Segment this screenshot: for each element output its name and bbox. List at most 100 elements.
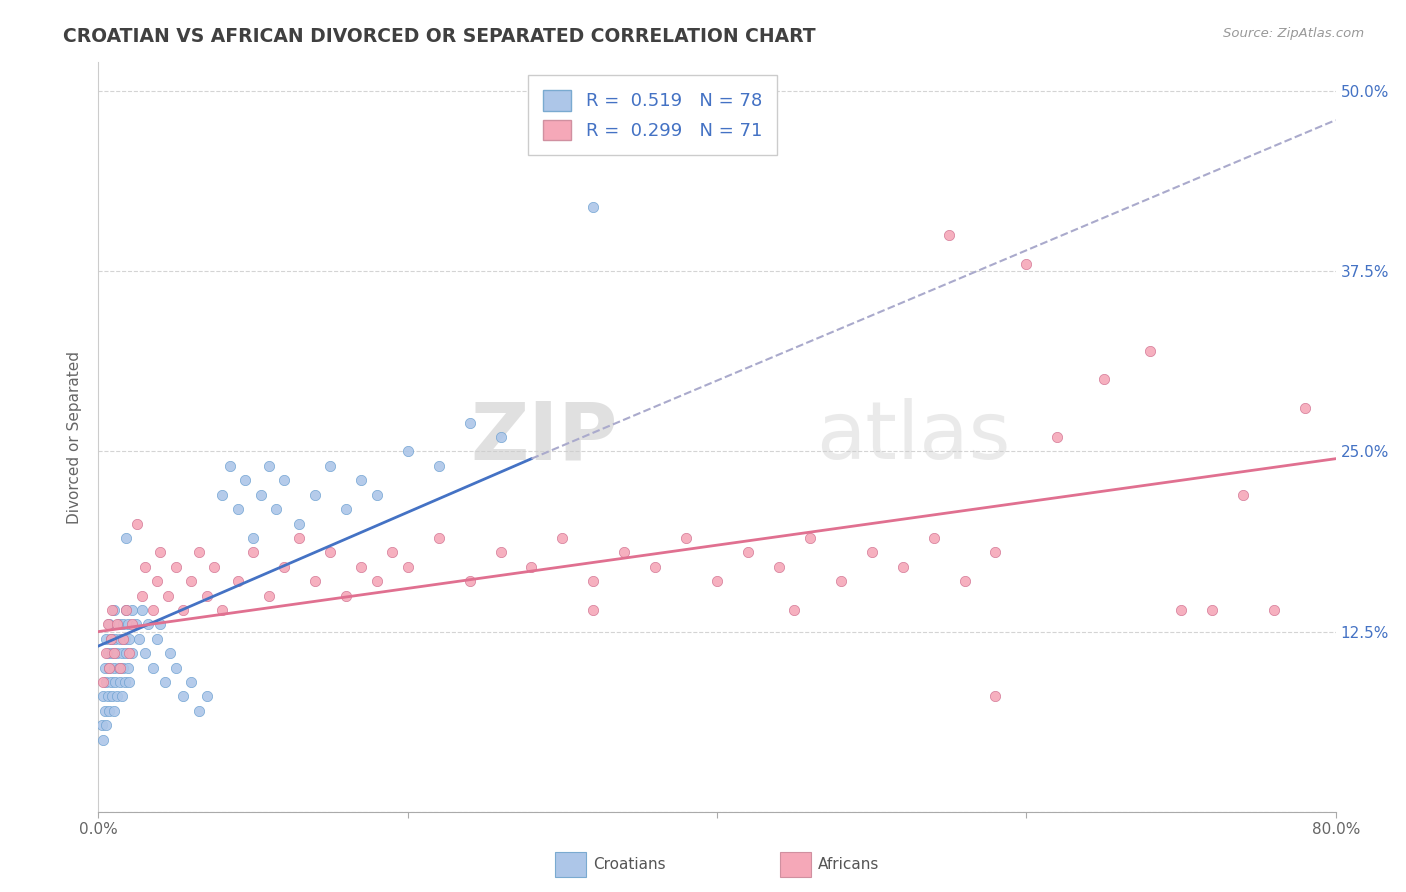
Point — [304, 574, 326, 589]
Point — [121, 646, 143, 660]
Point — [146, 574, 169, 589]
Point — [250, 488, 273, 502]
Point — [149, 617, 172, 632]
Point — [100, 675, 122, 690]
Point — [108, 660, 131, 674]
Point — [100, 632, 122, 646]
Point — [115, 531, 138, 545]
Point — [91, 732, 114, 747]
Text: Croatians: Croatians — [593, 857, 666, 871]
Point — [101, 690, 124, 704]
Text: CROATIAN VS AFRICAN DIVORCED OR SEPARATED CORRELATION CHART: CROATIAN VS AFRICAN DIVORCED OR SEPARATE… — [63, 27, 815, 45]
Point — [97, 646, 120, 660]
Point — [350, 473, 373, 487]
Point — [188, 545, 211, 559]
Point — [98, 704, 121, 718]
Point — [288, 531, 311, 545]
Point — [111, 646, 132, 660]
Point — [458, 574, 481, 589]
Point — [180, 574, 202, 589]
Point — [891, 559, 914, 574]
Point — [335, 502, 357, 516]
Point — [273, 473, 295, 487]
Point — [381, 545, 404, 559]
Point — [1232, 488, 1254, 502]
Point — [799, 531, 821, 545]
Point — [96, 632, 118, 646]
Point — [1046, 430, 1069, 444]
Point — [101, 603, 124, 617]
Point — [108, 675, 131, 690]
Point — [131, 589, 153, 603]
Point — [242, 545, 264, 559]
Point — [180, 675, 202, 690]
Point — [115, 603, 138, 617]
Point — [96, 718, 118, 732]
Point — [124, 617, 146, 632]
Point — [830, 574, 852, 589]
Point — [984, 690, 1007, 704]
Point — [1263, 603, 1285, 617]
Point — [211, 603, 233, 617]
Point — [582, 574, 605, 589]
Point — [366, 488, 388, 502]
Text: atlas: atlas — [815, 398, 1011, 476]
Point — [98, 617, 121, 632]
Point — [242, 531, 264, 545]
Point — [172, 603, 194, 617]
Y-axis label: Divorced or Separated: Divorced or Separated — [67, 351, 83, 524]
Point — [165, 660, 187, 674]
Point — [104, 632, 127, 646]
Point — [97, 690, 120, 704]
Point — [489, 545, 512, 559]
Point — [938, 228, 960, 243]
Point — [141, 660, 165, 674]
Point — [427, 531, 450, 545]
Point — [105, 690, 128, 704]
Point — [134, 559, 156, 574]
Point — [114, 632, 136, 646]
Point — [121, 617, 143, 632]
Point — [127, 516, 149, 531]
Text: Source: ZipAtlas.com: Source: ZipAtlas.com — [1223, 27, 1364, 40]
Point — [188, 704, 211, 718]
Point — [319, 458, 342, 473]
Point — [204, 559, 226, 574]
Point — [103, 704, 125, 718]
Point — [366, 574, 388, 589]
Point — [107, 617, 129, 632]
Point — [335, 589, 357, 603]
Point — [257, 458, 280, 473]
Point — [226, 502, 249, 516]
Point — [105, 617, 128, 632]
Point — [1015, 257, 1038, 271]
Point — [1294, 401, 1316, 416]
Point — [115, 646, 138, 660]
Point — [153, 675, 176, 690]
Point — [288, 516, 311, 531]
Point — [1139, 343, 1161, 358]
Text: ZIP: ZIP — [471, 398, 619, 476]
Point — [1201, 603, 1223, 617]
Point — [427, 458, 450, 473]
Point — [98, 660, 121, 674]
Point — [115, 603, 138, 617]
Point — [1092, 372, 1115, 386]
Point — [111, 690, 132, 704]
Point — [273, 559, 295, 574]
Point — [90, 718, 112, 732]
Point — [396, 559, 419, 574]
Point — [396, 444, 419, 458]
Point — [226, 574, 249, 589]
Point — [103, 646, 125, 660]
Point — [118, 675, 141, 690]
Point — [165, 559, 187, 574]
Point — [108, 632, 131, 646]
Point — [582, 603, 605, 617]
Point — [159, 646, 181, 660]
Point — [644, 559, 666, 574]
Point — [134, 646, 156, 660]
Point — [121, 603, 143, 617]
Point — [172, 690, 194, 704]
Point — [922, 531, 945, 545]
